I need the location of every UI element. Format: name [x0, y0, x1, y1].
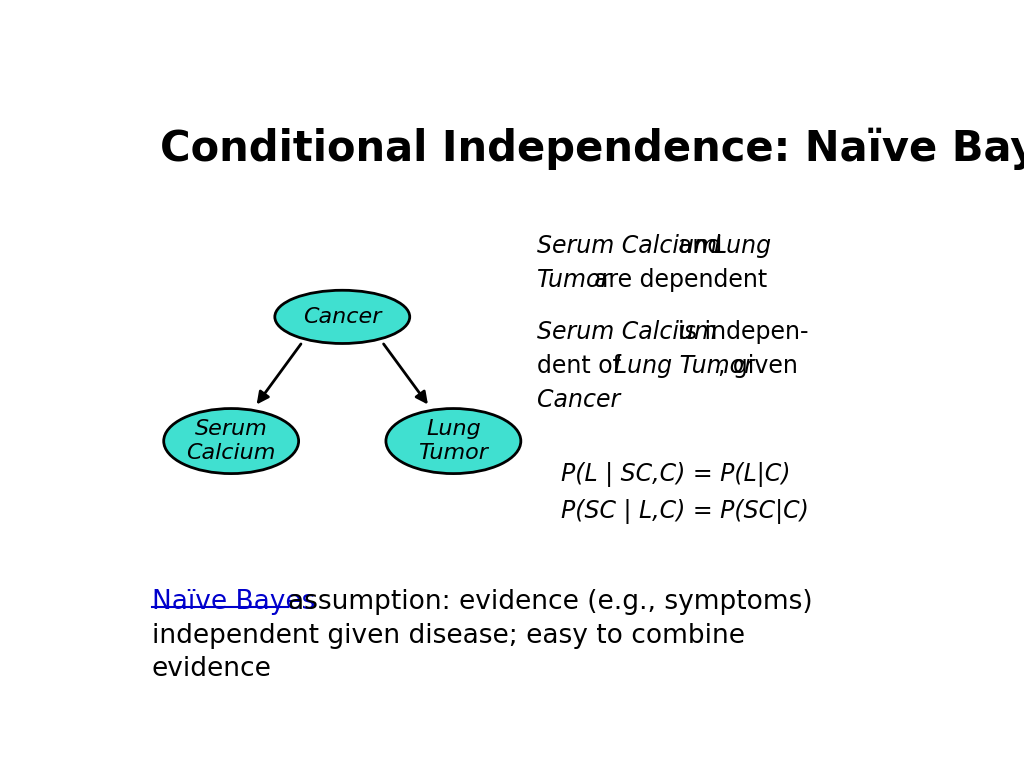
Text: Cancer: Cancer	[537, 389, 620, 412]
Text: Conditional Independence: Naïve Bayes: Conditional Independence: Naïve Bayes	[160, 127, 1024, 170]
Text: Tumor: Tumor	[537, 268, 611, 293]
Text: Cancer: Cancer	[303, 307, 382, 327]
Text: P(SC | L,C) = P(SC|C): P(SC | L,C) = P(SC|C)	[560, 499, 808, 524]
Text: independent given disease; easy to combine: independent given disease; easy to combi…	[152, 623, 744, 649]
Text: evidence: evidence	[152, 657, 271, 682]
Ellipse shape	[164, 409, 299, 474]
Text: assumption: evidence (e.g., symptoms): assumption: evidence (e.g., symptoms)	[289, 589, 813, 615]
Text: Serum
Calcium: Serum Calcium	[186, 419, 275, 462]
Text: is indepen-: is indepen-	[678, 319, 809, 344]
Text: dent of: dent of	[537, 354, 628, 378]
Ellipse shape	[386, 409, 521, 474]
Ellipse shape	[274, 290, 410, 343]
Text: Serum Calcium: Serum Calcium	[537, 234, 717, 258]
Text: Lung: Lung	[713, 234, 771, 258]
Text: P(L | SC,C) = P(L|C): P(L | SC,C) = P(L|C)	[560, 462, 790, 487]
Text: , given: , given	[718, 354, 798, 378]
Text: Serum Calcium: Serum Calcium	[537, 319, 717, 344]
Text: Naïve Bayes: Naïve Bayes	[152, 589, 324, 615]
Text: are dependent: are dependent	[594, 268, 767, 293]
Text: and: and	[678, 234, 730, 258]
Text: Lung Tumor: Lung Tumor	[613, 354, 754, 378]
Text: Lung
Tumor: Lung Tumor	[419, 419, 488, 462]
